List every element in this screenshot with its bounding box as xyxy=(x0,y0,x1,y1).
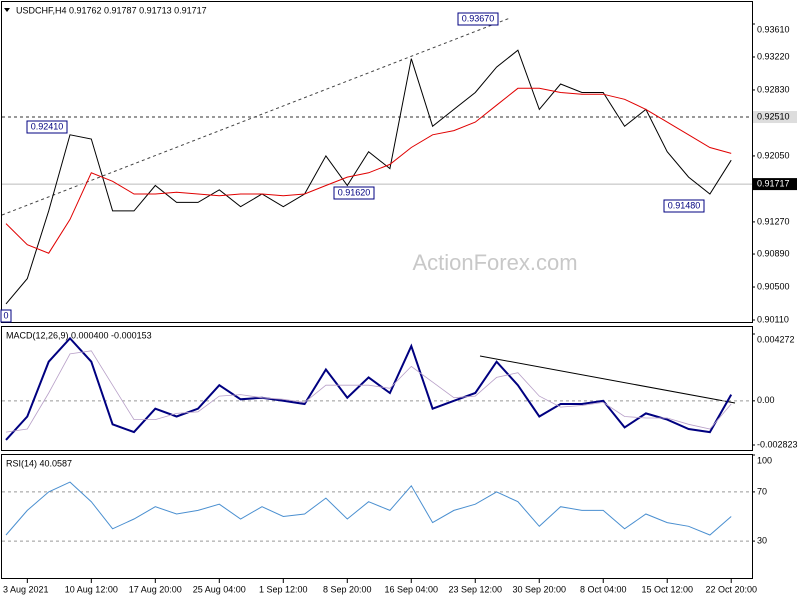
annotation-box xyxy=(663,199,705,213)
series-line xyxy=(5,49,732,305)
annotation-box xyxy=(0,309,12,323)
x-tick-label: 8 Oct 04:00 xyxy=(580,584,627,594)
x-tick-label: 10 Aug 12:00 xyxy=(65,584,118,594)
current-price-label: 0.91717 xyxy=(757,178,790,188)
x-tick-label: 17 Aug 20:00 xyxy=(129,584,182,594)
level-label: 0.92510 xyxy=(757,111,790,121)
y-tick-label: 0.90890 xyxy=(757,248,790,258)
annotation: 0.91620 xyxy=(338,187,371,197)
y-tick-label: 0.004272 xyxy=(757,334,795,344)
annotation: 0.91480 xyxy=(668,200,701,210)
rsi-panel xyxy=(1,454,753,579)
y-tick-label: -0.002823 xyxy=(757,439,798,449)
annotation-box xyxy=(333,186,375,200)
x-tick-label: 30 Sep 20:00 xyxy=(512,584,566,594)
x-tick-label: 3 Aug 2021 xyxy=(3,584,49,594)
y-tick-label: 0.90110 xyxy=(757,314,789,324)
y-tick-label: 0.92830 xyxy=(757,84,790,94)
series-line xyxy=(5,481,732,536)
y-tick-label: 70 xyxy=(757,486,767,496)
chart-title: USDCHF,H4 0.91762 0.91787 0.91713 0.9171… xyxy=(16,5,207,15)
annotation: 0.92410 xyxy=(31,121,64,131)
macd-trend-line xyxy=(479,355,736,404)
watermark: ActionForex.com xyxy=(412,250,577,275)
level-box xyxy=(753,111,797,124)
y-tick-label: 100 xyxy=(757,455,772,465)
annotation-box xyxy=(457,12,499,26)
annotation: 0 xyxy=(3,310,8,320)
series-line xyxy=(5,350,732,433)
y-tick-label: 0.92050 xyxy=(757,150,790,160)
y-tick-label: 0.91270 xyxy=(757,216,790,226)
x-tick-label: 8 Sep 20:00 xyxy=(323,584,372,594)
annotation-box xyxy=(26,120,68,134)
x-tick-label: 15 Oct 12:00 xyxy=(641,584,693,594)
x-tick-label: 23 Sep 12:00 xyxy=(448,584,502,594)
y-tick-label: 0.93610 xyxy=(757,24,790,34)
menu-arrow xyxy=(4,8,10,12)
y-tick-label: 0.90500 xyxy=(757,281,790,291)
macd-title: MACD(12,26,9) 0.000400 -0.000153 xyxy=(6,330,152,340)
x-tick-label: 1 Sep 12:00 xyxy=(259,584,308,594)
current-price-box xyxy=(753,178,797,191)
series-line xyxy=(5,336,733,441)
rsi-title: RSI(14) 40.0587 xyxy=(6,458,72,468)
price-panel xyxy=(1,1,753,323)
annotation: 0.93670 xyxy=(462,13,495,23)
y-tick-label: 0.00 xyxy=(757,395,775,405)
y-tick-label: 0.93220 xyxy=(757,51,790,61)
y-tick-label: 30 xyxy=(757,535,767,545)
series-line xyxy=(5,87,732,254)
x-tick-label: 16 Sep 04:00 xyxy=(384,584,438,594)
macd-panel xyxy=(1,326,753,451)
x-tick-label: 22 Oct 20:00 xyxy=(705,584,757,594)
x-tick-label: 25 Aug 04:00 xyxy=(193,584,246,594)
